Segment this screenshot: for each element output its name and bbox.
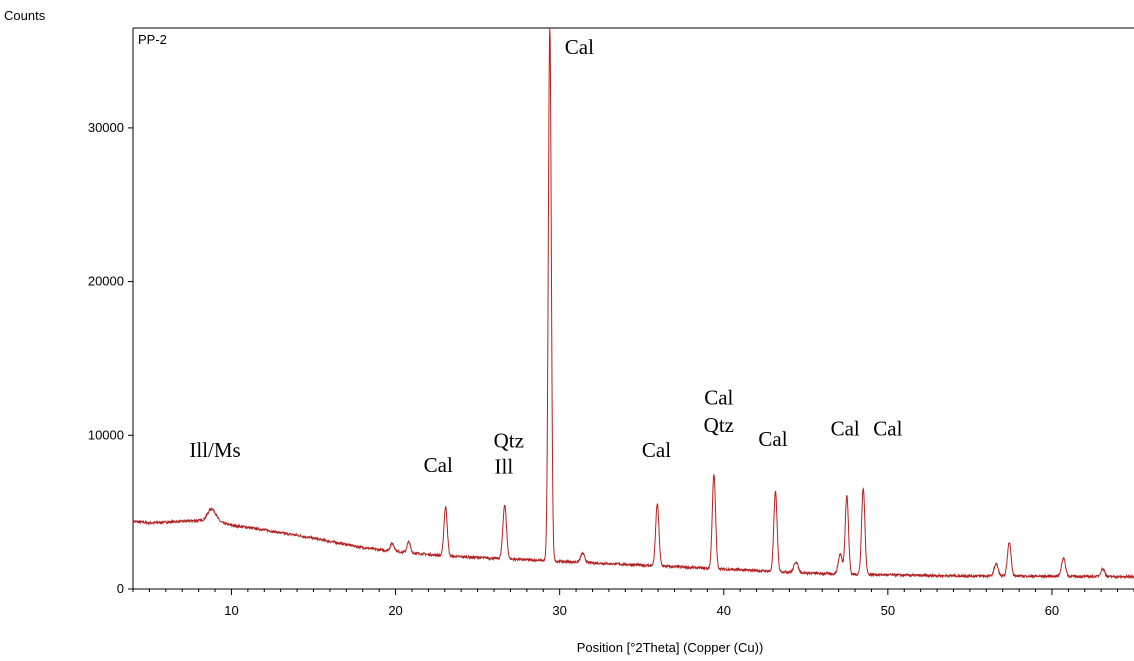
plot-frame xyxy=(132,27,1134,590)
y-tick-label: 0 xyxy=(117,581,124,596)
x-axis: 10 20 30 40 50 60 xyxy=(132,589,1134,618)
peak-label: Cal xyxy=(873,416,902,440)
peak-label: Qtz xyxy=(704,413,734,437)
x-tick-label: 10 xyxy=(224,603,238,618)
peak-label: Ill xyxy=(495,455,514,479)
peak-annotations: Ill/Ms Cal Qtz Ill Cal Cal Cal Qtz Cal Cal Cal xyxy=(189,35,902,479)
peak-label: Ill/Ms xyxy=(189,438,240,462)
y-axis-title: Counts xyxy=(4,8,46,23)
diffraction-pattern-line xyxy=(132,27,1134,580)
x-tick-label: 20 xyxy=(388,603,402,618)
x-tick-label: 50 xyxy=(881,603,895,618)
peak-label: Cal xyxy=(565,35,594,59)
y-tick-label: 30000 xyxy=(88,120,124,135)
y-tick-label: 20000 xyxy=(88,274,124,289)
x-tick-label: 60 xyxy=(1045,603,1059,618)
x-axis-title: Position [°2Theta] (Copper (Cu)) xyxy=(577,640,764,655)
x-tick-label: 30 xyxy=(552,603,566,618)
peak-label: Cal xyxy=(758,427,787,451)
peak-label: Cal xyxy=(831,416,860,440)
peak-label: Cal xyxy=(424,453,453,477)
y-axis: 0 10000 20000 30000 xyxy=(88,120,133,596)
sample-label: PP-2 xyxy=(138,32,167,47)
y-tick-label: 10000 xyxy=(88,427,124,442)
x-tick-label: 40 xyxy=(717,603,731,618)
peak-label: Cal xyxy=(642,438,671,462)
peak-label: Qtz xyxy=(494,429,524,453)
peak-label: Cal xyxy=(704,386,733,410)
